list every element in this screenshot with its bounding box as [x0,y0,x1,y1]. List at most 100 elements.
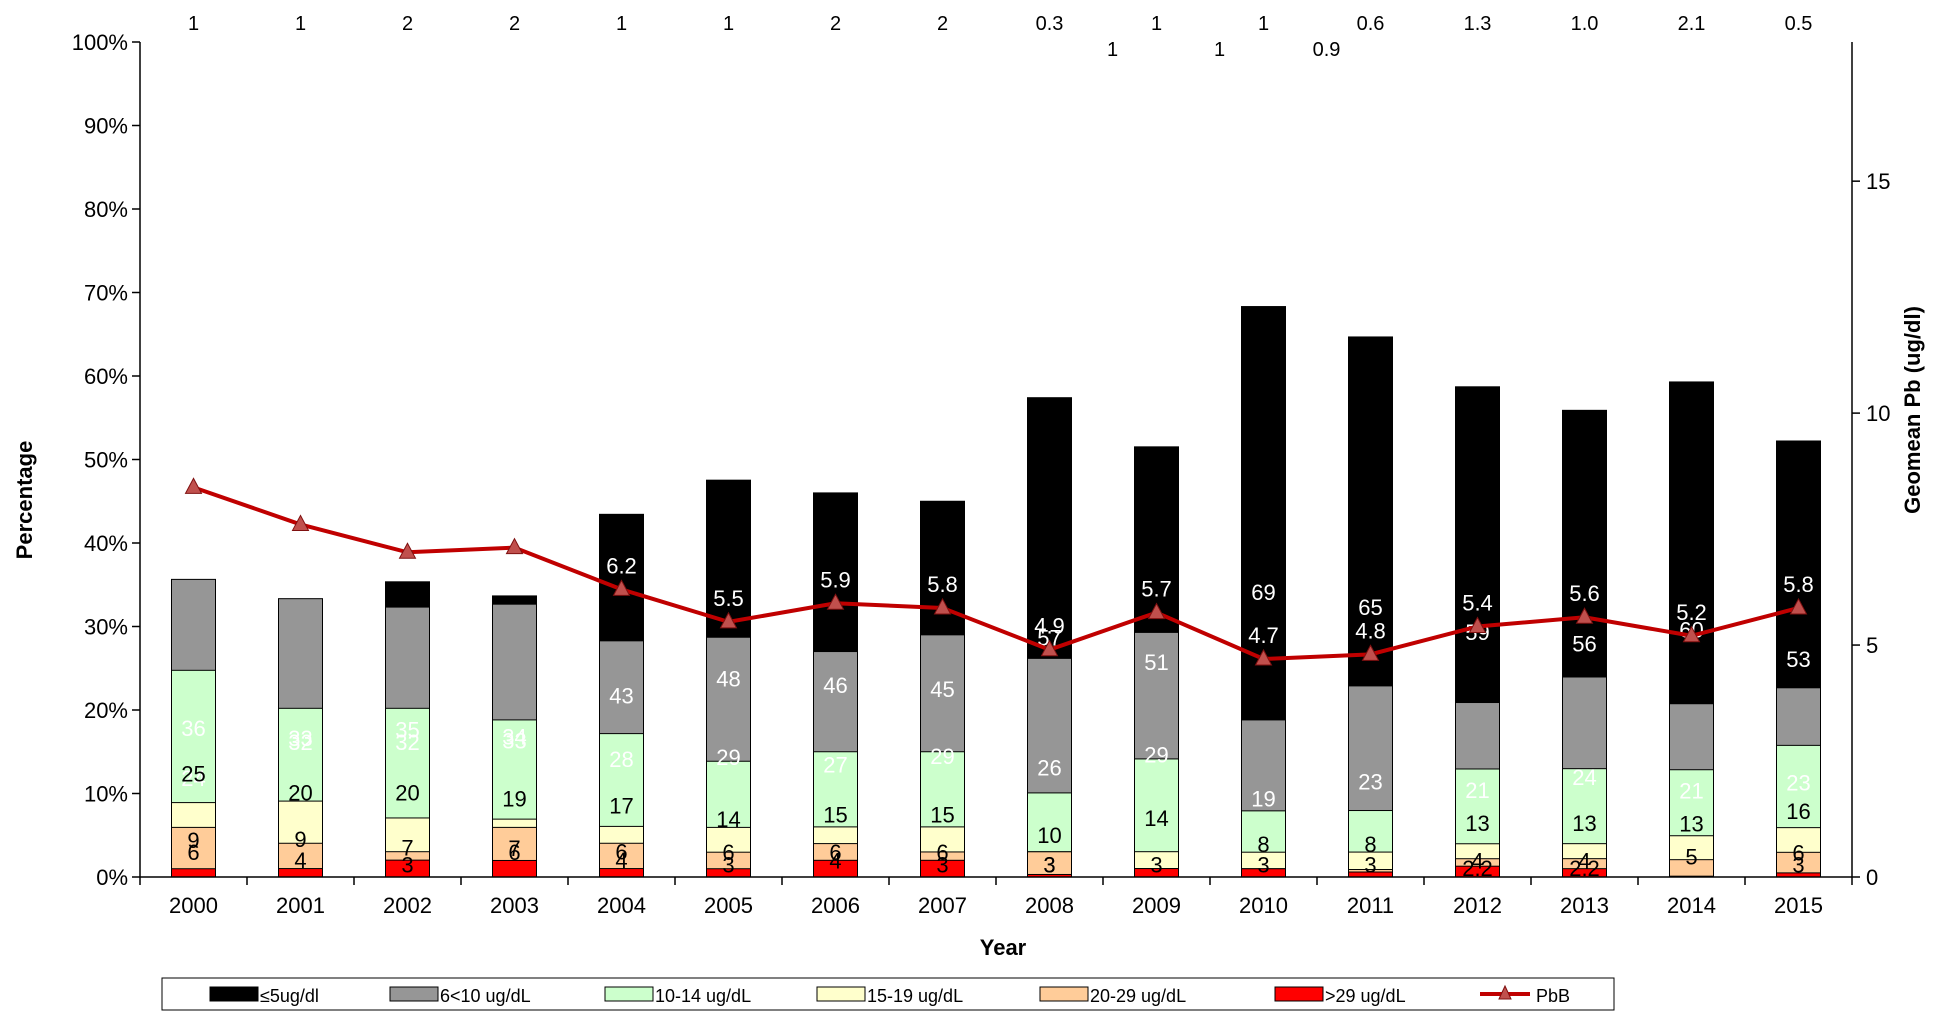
x-tick-label-2002: 2002 [383,893,432,918]
bar-label-2007-3: 6 [936,840,948,865]
pbb-label-2005: 5.5 [713,586,744,611]
bar-label-2012-5: 1.3 [1464,13,1492,35]
bar-label-2006-4: 4 [829,848,841,873]
bar-label-2006-0: 46 [823,673,847,698]
x-axis-title: Year [980,935,1027,960]
pbb-label-2003: 7.1 [499,512,530,537]
bar-label-2003-1: 33 [502,729,526,754]
x-tick-label-2005: 2005 [704,893,753,918]
y-tick-label-2: 20% [84,698,128,723]
bar-label-2001-0: 32 [288,730,312,755]
legend-swatch-0 [209,986,259,1002]
pbb-label-2012: 5.4 [1462,591,1493,616]
bar-label-2003-0: 34 [502,724,526,749]
bar-label-2004-2: 17 [609,793,633,818]
bar-label-2009-1: 29 [1144,743,1168,768]
bar-label-2012-2: 13 [1465,811,1489,836]
legend-label-0: ≤5ug/dl [260,986,319,1006]
bar-label-2000-0: 24 [181,766,205,791]
bar-label-2015-5: 0.5 [1785,13,1813,35]
legend-label-5: >29 ug/dL [1325,986,1406,1006]
pbb-marker-2013 [1575,607,1594,624]
bar-label-2011-3: 3 [1364,853,1376,878]
y2-tick-label-2: 10 [1866,401,1890,426]
pbb-marker-2005 [719,611,738,629]
pbb-marker-2014 [1682,625,1701,643]
pbb-label-2007: 5.8 [927,572,958,597]
bar-label-2012-3: 4 [1471,848,1483,873]
bar-label-2011-4: 0.9 [1313,39,1341,61]
pbb-marker-2009 [1147,602,1166,620]
bar-label-2003-2: 19 [502,786,526,811]
bar-label-2010-3: 3 [1257,853,1269,878]
bar-label-2001-5: 1 [295,13,306,35]
bar-label-2011-2: 8 [1364,832,1376,857]
y-tick-label-0: 0% [96,865,128,890]
bar-label-2010-0: 69 [1251,580,1275,605]
pbb-label-2010: 4.7 [1248,623,1279,648]
x-tick-label-2001: 2001 [276,893,325,918]
bar-label-2013-2: 13 [1572,811,1596,836]
bar-label-2004-1: 28 [609,747,633,772]
pbb-label-2013: 5.6 [1569,581,1600,606]
bar-label-2005-0: 48 [716,667,740,692]
bar-label-2000-2: 25 [181,762,205,787]
legend-label-3: 15-19 ug/dL [867,986,963,1006]
bar-label-2005-3: 6 [722,840,734,865]
pbb-marker-2012 [1468,616,1487,633]
x-tick-label-2004: 2004 [597,893,646,918]
bar-label-2005-4: 3 [722,853,734,878]
bar-label-2008-2: 10 [1037,823,1061,848]
legend-label-4: 20-29 ug/dL [1090,986,1186,1006]
bar-label-2014-1: 21 [1679,778,1703,803]
bar-label-2009-5: 1 [1151,13,1162,35]
bar-label-2008-4: 3 [1043,852,1055,877]
pbb-label-2004: 6.2 [606,553,637,578]
bar-label-2001-4: 4 [294,848,306,873]
bar-label-2010-1: 19 [1251,786,1275,811]
y-tick-label-10: 100% [72,30,128,55]
pbb-marker-2004 [612,579,631,596]
bar-labels-layer: 2436259613233209413532207323433197624328… [181,13,1812,881]
bar-label-2014-5: 2.1 [1678,13,1706,35]
pbb-label-2009: 5.7 [1141,577,1172,602]
bar-2000-5 [171,868,216,878]
bar-label-2007-0: 45 [930,677,954,702]
bar-label-2007-4: 3 [936,852,948,877]
y2-tick-label-0: 0 [1866,865,1878,890]
pbb-marker-2003 [505,537,524,555]
y-tick-label-9: 90% [84,114,128,139]
legend-swatch-3 [816,986,866,1002]
bar-label-2009-2: 14 [1144,806,1168,831]
pbb-label-2014: 5.2 [1676,600,1707,625]
legend-label-1: 6<10 ug/dL [440,986,531,1006]
bar-label-2004-5: 1 [616,13,627,35]
pbb-line [192,485,1800,661]
bar-label-2005-2: 14 [716,807,740,832]
bar-label-2007-1: 29 [930,744,954,769]
bar-label-2015-2: 16 [1786,799,1810,824]
bar-label-2006-1: 27 [823,752,847,777]
legend-label-2: 10-14 ug/dL [655,986,751,1006]
legend-swatch-1 [389,986,439,1002]
pbb-marker-2002 [398,542,417,559]
x-tick-label-2000: 2000 [169,893,218,918]
bar-label-2014-3: 5 [1685,844,1697,869]
pbb-marker-2011 [1361,644,1380,661]
bar-label-2012-1: 21 [1465,778,1489,803]
bar-label-2005-1: 29 [716,745,740,770]
legend-swatch-4 [1039,986,1089,1002]
y-tick-label-6: 60% [84,364,128,389]
bar-label-2014-2: 13 [1679,811,1703,836]
bar-label-2002-4: 3 [401,852,413,877]
bar-label-2013-5: 1.0 [1571,13,1599,35]
axes-layer: 0%10%20%30%40%50%60%70%80%90%100%0510152… [72,30,1891,918]
y2-tick-label-3: 15 [1866,169,1890,194]
pbb-label-2011: 4.8 [1355,618,1386,643]
bar-label-2009-4: 1 [1107,39,1118,61]
bar-label-2000-3: 9 [187,828,199,853]
pbb-label-2008: 4.9 [1034,614,1065,639]
bar-label-2013-1: 24 [1572,765,1596,790]
bar-label-2002-3: 7 [401,835,413,860]
